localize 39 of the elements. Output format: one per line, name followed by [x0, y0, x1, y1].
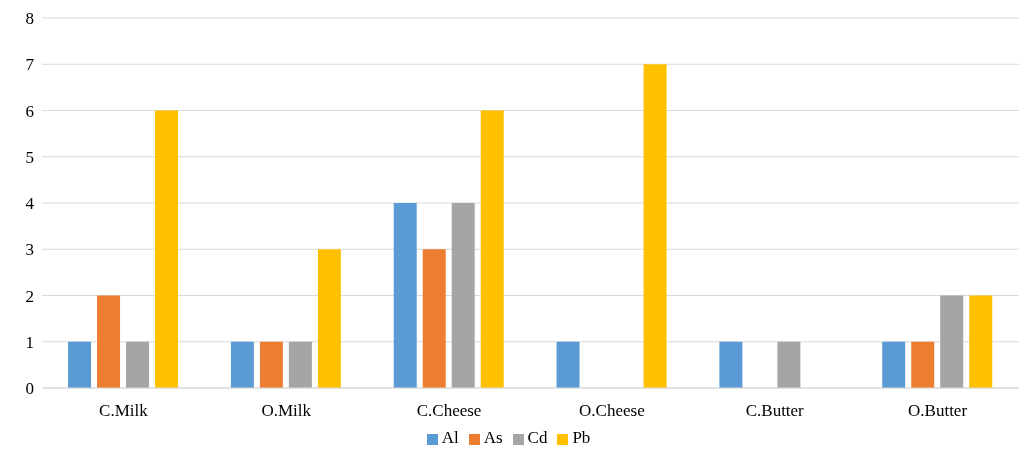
bar [643, 64, 667, 388]
x-tick-label: C.Cheese [416, 401, 482, 421]
bar [317, 249, 341, 388]
bar [969, 295, 993, 388]
bar [126, 341, 150, 388]
bar [719, 341, 743, 388]
y-tick-label: 2 [25, 286, 34, 306]
y-tick-label: 8 [25, 9, 34, 29]
x-tick-label: C.Butter [745, 401, 805, 421]
bar [451, 203, 475, 388]
bar [68, 341, 92, 388]
bar [940, 295, 964, 388]
bar [882, 341, 906, 388]
bar [556, 341, 580, 388]
x-tick-label: O.Milk [261, 401, 312, 421]
bar [230, 341, 254, 388]
legend-label: As [483, 428, 503, 447]
legend-label: Al [441, 428, 459, 447]
bar [911, 341, 935, 388]
bar [480, 110, 504, 388]
x-tick-label: C.Milk [99, 401, 149, 421]
y-tick-label: 6 [25, 101, 34, 121]
bar [288, 341, 312, 388]
y-tick-label: 4 [25, 194, 35, 214]
x-tick-label: O.Cheese [579, 401, 645, 421]
y-tick-label: 7 [25, 55, 35, 75]
bar [259, 341, 283, 388]
bar [393, 203, 417, 388]
legend-label: Pb [572, 428, 591, 447]
y-tick-label: 1 [25, 332, 34, 352]
y-tick-label: 0 [25, 379, 34, 399]
y-tick-label: 5 [25, 147, 34, 167]
legend-label: Cd [527, 428, 548, 447]
y-tick-label: 3 [25, 240, 34, 260]
bar [97, 295, 121, 388]
bar [777, 341, 801, 388]
x-tick-label: O.Butter [908, 401, 968, 421]
bar [422, 249, 446, 388]
bar [155, 110, 179, 388]
